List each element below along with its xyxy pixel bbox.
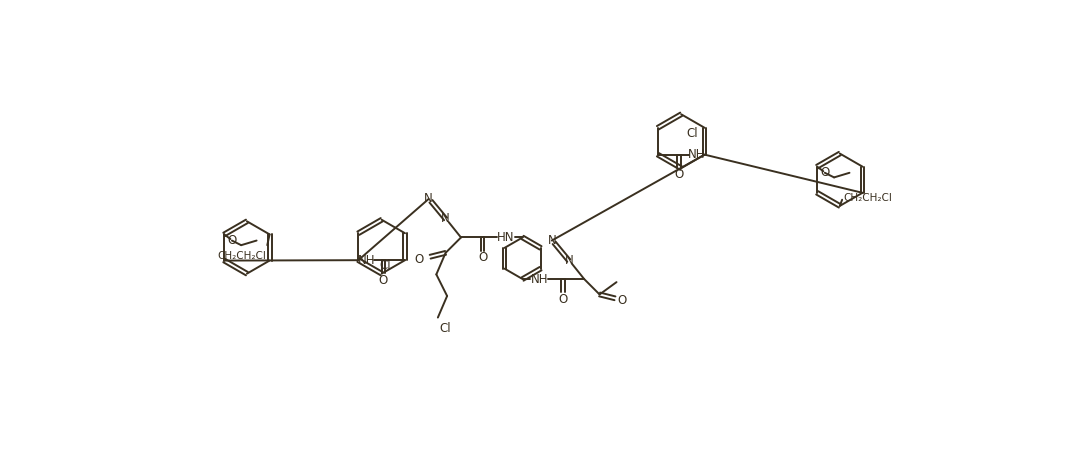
Text: O: O bbox=[414, 252, 423, 266]
Text: NH: NH bbox=[531, 273, 548, 285]
Text: N: N bbox=[564, 254, 573, 267]
Text: N: N bbox=[441, 212, 450, 226]
Text: O: O bbox=[228, 234, 236, 247]
Text: O: O bbox=[820, 166, 830, 179]
Text: O: O bbox=[674, 168, 684, 181]
Text: CH₂CH₂Cl: CH₂CH₂Cl bbox=[843, 193, 891, 203]
Text: NH: NH bbox=[687, 148, 705, 161]
Text: CH₂CH₂Cl: CH₂CH₂Cl bbox=[218, 251, 267, 261]
Text: O: O bbox=[478, 251, 487, 264]
Text: Cl: Cl bbox=[379, 260, 391, 272]
Text: Cl: Cl bbox=[686, 127, 698, 140]
Text: N: N bbox=[424, 193, 433, 205]
Text: NH: NH bbox=[358, 254, 375, 267]
Text: N: N bbox=[547, 234, 556, 247]
Text: O: O bbox=[617, 294, 627, 307]
Text: HN: HN bbox=[497, 231, 515, 244]
Text: O: O bbox=[379, 274, 388, 287]
Text: O: O bbox=[558, 292, 568, 306]
Text: Cl: Cl bbox=[439, 322, 451, 335]
